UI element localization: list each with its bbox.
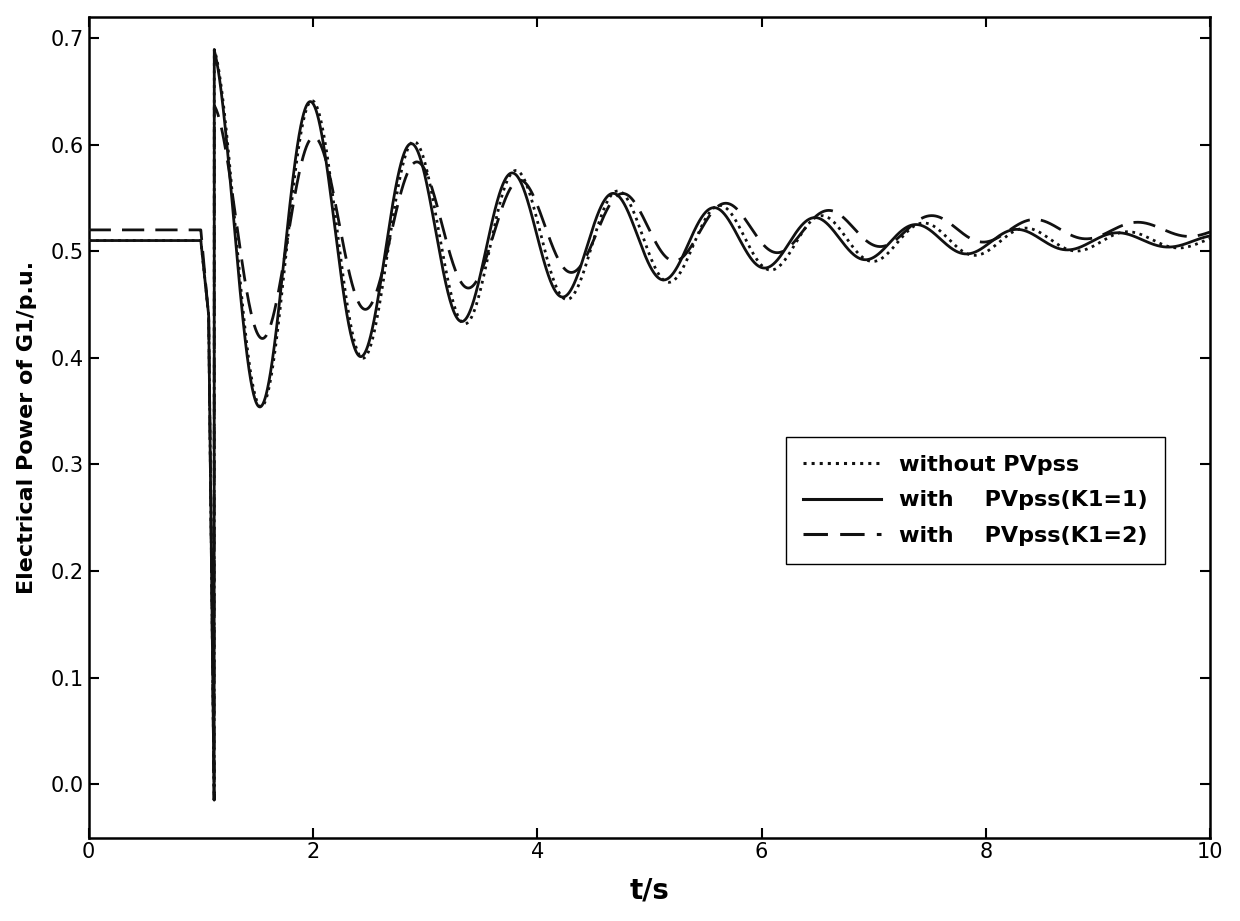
with    PVpss(K1=2) — [745, 225, 760, 236]
Line: with    PVpss(K1=2): with PVpss(K1=2) — [89, 106, 1210, 800]
without PVpss — [794, 228, 808, 239]
with    PVpss(K1=2) — [794, 227, 808, 239]
without PVpss — [1203, 233, 1218, 244]
with    PVpss(K1=2) — [82, 225, 97, 236]
with    PVpss(K1=1) — [82, 235, 97, 246]
without PVpss — [913, 218, 928, 229]
without PVpss — [207, 795, 222, 806]
with    PVpss(K1=1) — [1203, 230, 1218, 241]
with    PVpss(K1=2) — [913, 214, 928, 225]
with    PVpss(K1=1) — [794, 220, 808, 231]
with    PVpss(K1=1) — [913, 219, 928, 230]
with    PVpss(K1=2) — [487, 224, 502, 235]
without PVpss — [82, 235, 97, 246]
with    PVpss(K1=1) — [972, 244, 987, 255]
Line: with    PVpss(K1=1): with PVpss(K1=1) — [89, 51, 1210, 800]
without PVpss — [138, 235, 153, 246]
with    PVpss(K1=1) — [745, 255, 760, 266]
without PVpss — [972, 249, 987, 260]
with    PVpss(K1=2) — [1203, 227, 1218, 238]
with    PVpss(K1=1) — [487, 204, 502, 216]
Y-axis label: Electrical Power of G1/p.u.: Electrical Power of G1/p.u. — [16, 261, 37, 594]
with    PVpss(K1=2) — [207, 100, 222, 111]
with    PVpss(K1=1) — [207, 45, 222, 56]
without PVpss — [207, 44, 222, 55]
without PVpss — [745, 247, 760, 258]
X-axis label: t/s: t/s — [630, 877, 670, 904]
with    PVpss(K1=1) — [138, 235, 153, 246]
Line: without PVpss: without PVpss — [89, 50, 1210, 800]
with    PVpss(K1=2) — [207, 795, 222, 806]
with    PVpss(K1=2) — [972, 237, 987, 248]
without PVpss — [487, 218, 502, 229]
with    PVpss(K1=2) — [138, 225, 153, 236]
Legend: without PVpss, with    PVpss(K1=1), with    PVpss(K1=2): without PVpss, with PVpss(K1=1), with PV… — [786, 437, 1166, 564]
with    PVpss(K1=1) — [207, 795, 222, 806]
